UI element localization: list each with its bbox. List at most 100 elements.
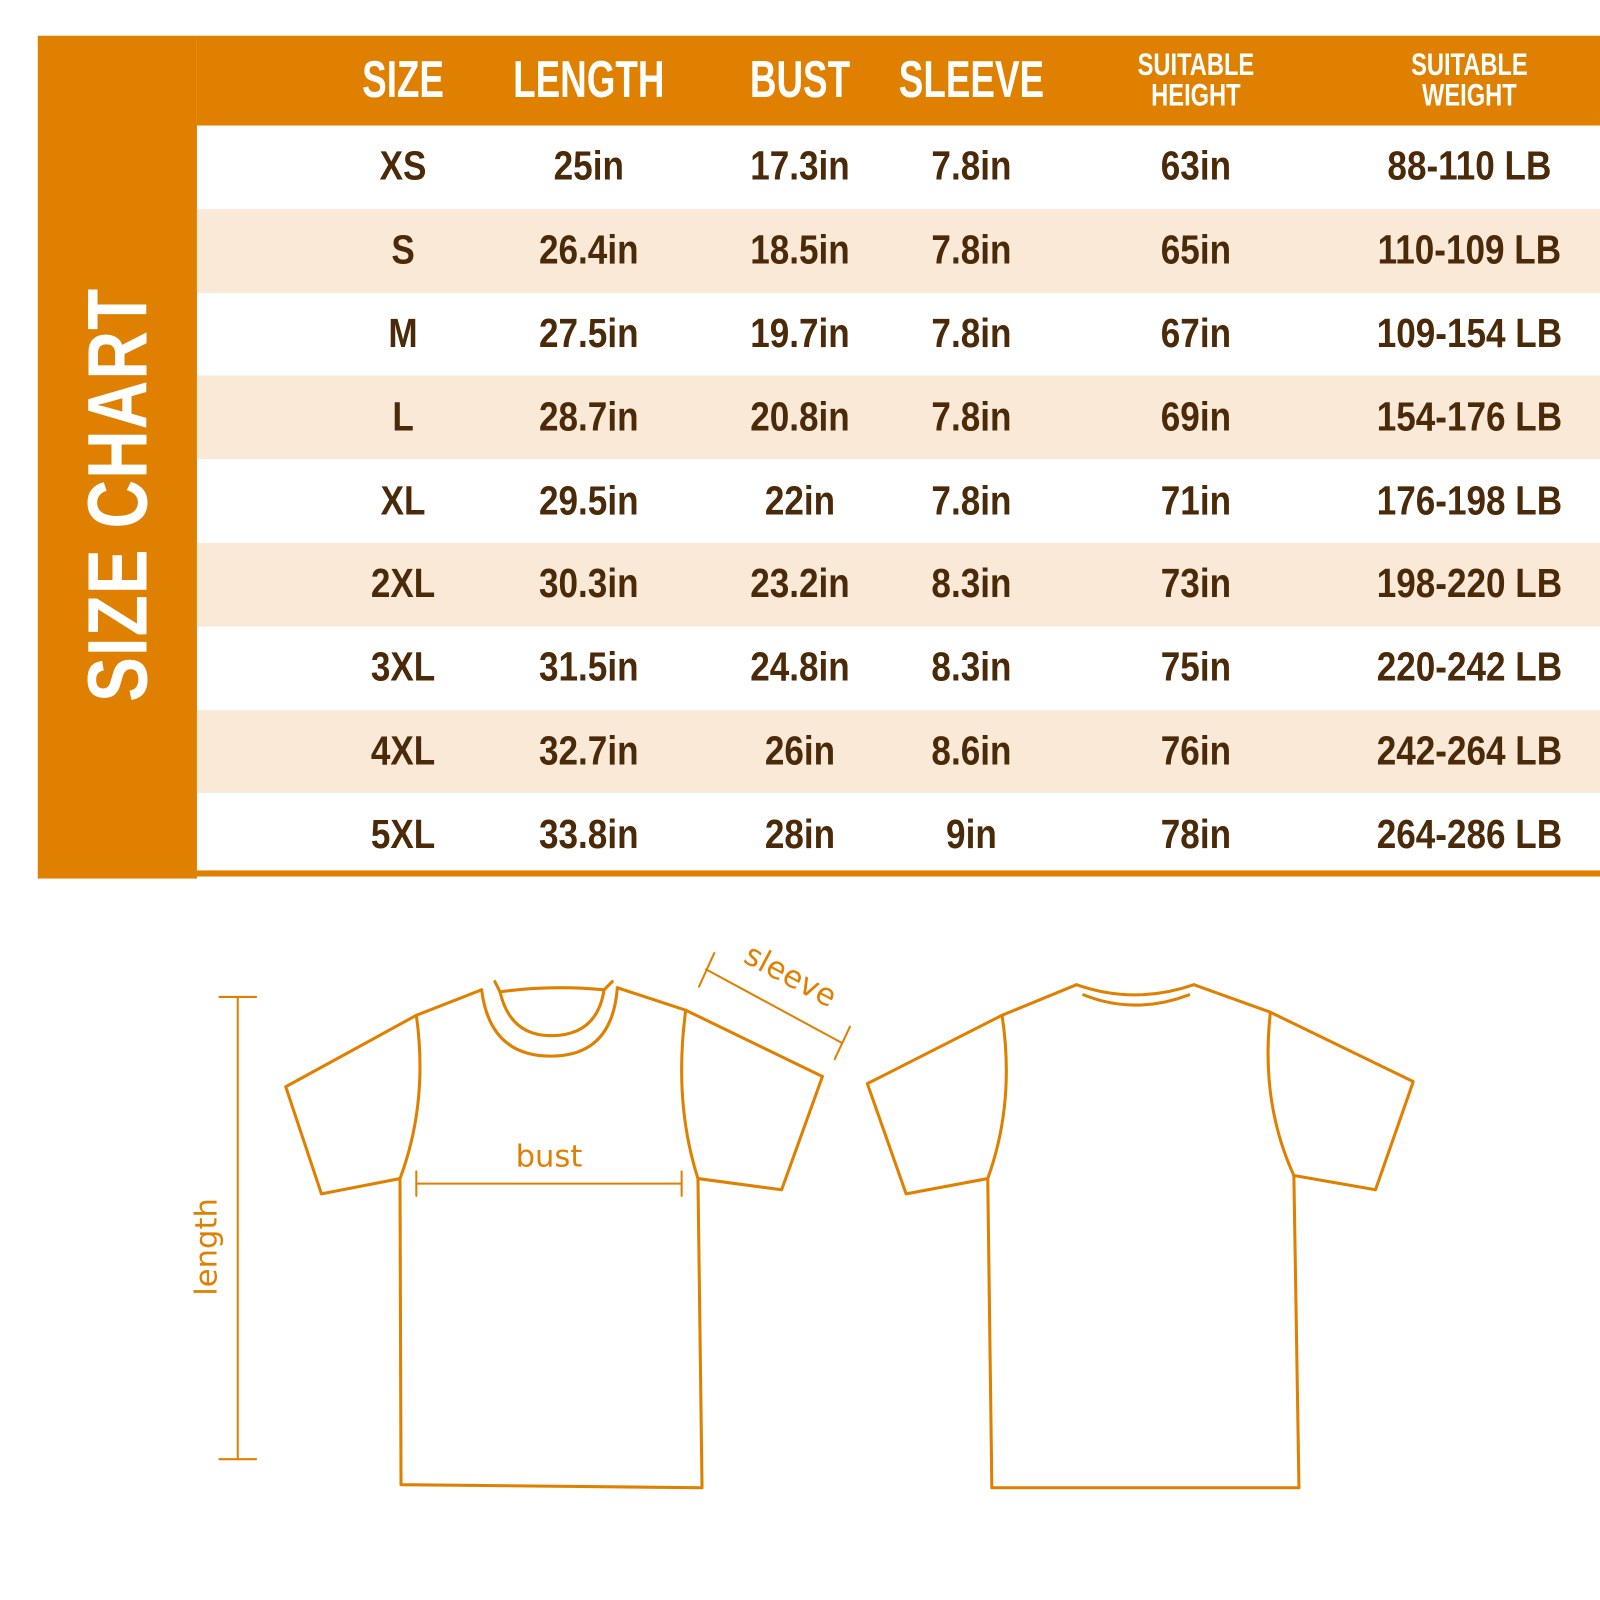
cell-value: L [392, 394, 414, 440]
size-chart-sidebar: SIZE CHART [37, 35, 197, 879]
table-cell: 78in [1155, 793, 1237, 876]
cell-value: 110-109 LB [1377, 227, 1562, 273]
table-cell: 242-264 LB [1362, 710, 1578, 793]
table-row: 5XL 33.8in 28in 9in 78in 264-286 LB [197, 793, 1600, 876]
table-cell: 31.5in [531, 626, 647, 709]
column-header-text: WEIGHT [1422, 78, 1517, 114]
cell-value: 7.8in [931, 227, 1012, 273]
cell-value: 17.3in [750, 144, 850, 190]
length-measure-line [218, 995, 258, 1461]
table-cell: 73in [1155, 543, 1237, 626]
cell-value: 8.6in [931, 728, 1012, 774]
table-cell: 27.5in [531, 292, 647, 375]
table-cell: 17.3in [742, 126, 858, 209]
table-cell: 8.6in [925, 710, 1018, 793]
cell-value: M [388, 311, 418, 357]
cell-value: 27.5in [539, 311, 639, 357]
table-cell: 7.8in [925, 126, 1018, 209]
table-cell: 7.8in [925, 459, 1018, 542]
bust-measure-line [415, 1170, 683, 1197]
cell-value: 8.3in [931, 645, 1012, 690]
length-label: length [189, 1198, 224, 1296]
table-cell: M [386, 292, 420, 375]
table-cell: 110-109 LB [1363, 209, 1576, 292]
cell-value: 67in [1160, 311, 1232, 357]
table-cell: 176-198 LB [1362, 459, 1578, 542]
column-header-text: HEIGHT [1151, 78, 1241, 114]
column-header-text: LENGTH [513, 51, 665, 109]
table-cell: 76in [1155, 710, 1237, 793]
cell-value: 3XL [370, 645, 436, 690]
table-cell: 30.3in [531, 543, 647, 626]
table-cell: S [389, 209, 416, 292]
cell-value: 4XL [370, 728, 436, 774]
cell-value: 63in [1160, 144, 1232, 190]
cell-value: 73in [1160, 561, 1232, 607]
cell-value: 26in [764, 728, 836, 774]
table-cell: 63in [1155, 126, 1237, 209]
table-cell: 8.3in [925, 626, 1018, 709]
cell-value: 29.5in [539, 478, 639, 524]
table-cell: 28.7in [531, 376, 647, 459]
tshirt-front-icon [284, 980, 824, 1490]
cell-value: 20.8in [750, 394, 850, 440]
table-body: XS 25in 17.3in 7.8in 63in 88-110 LB S 26.4in 18.… [196, 126, 1600, 877]
table-cell: 75in [1155, 626, 1237, 709]
cell-value: 33.8in [539, 811, 639, 857]
cell-value: 28in [764, 811, 836, 857]
table-cell: 7.8in [925, 292, 1018, 375]
cell-value: 28.7in [539, 394, 639, 440]
cell-value: 242-264 LB [1376, 728, 1563, 774]
cell-value: XS [379, 144, 427, 190]
bust-label: bust [516, 1139, 583, 1174]
table-bottom-border [196, 870, 1600, 877]
cell-value: 176-198 LB [1376, 478, 1563, 524]
column-header: SLEEVE [883, 36, 1060, 126]
table-cell: 18.5in [742, 209, 858, 292]
table-cell: 71in [1155, 459, 1237, 542]
cell-value: 7.8in [931, 144, 1012, 190]
table-cell: 220-242 LB [1362, 626, 1578, 709]
cell-value: 22in [764, 478, 836, 524]
table-cell: 8.3in [925, 543, 1018, 626]
table-cell: 25in [548, 126, 630, 209]
table-row: S 26.4in 18.5in 7.8in 65in 110-109 LB [196, 208, 1600, 293]
cell-value: 71in [1160, 478, 1232, 524]
cell-value: 8.3in [931, 561, 1012, 607]
cell-value: 69in [1160, 394, 1232, 440]
table-cell: XL [377, 459, 429, 542]
table-cell: 154-176 LB [1362, 376, 1578, 459]
table-cell: 26in [759, 710, 841, 793]
table-cell: 23.2in [742, 543, 858, 626]
column-header-text: SIZE [362, 51, 444, 109]
table-cell: 67in [1155, 292, 1237, 375]
table-cell: 109-154 LB [1362, 292, 1578, 375]
column-header: SIZE [353, 36, 453, 126]
cell-value: 30.3in [539, 561, 639, 607]
table-cell: 7.8in [925, 209, 1018, 292]
cell-value: 264-286 LB [1376, 811, 1563, 857]
column-header-text: SLEEVE [898, 51, 1045, 109]
table-cell: 198-220 LB [1362, 543, 1578, 626]
cell-value: 109-154 LB [1376, 311, 1563, 357]
column-header-text: SUITABLE [1411, 48, 1528, 83]
table-cell: 26.4in [531, 209, 647, 292]
table-row: M 27.5in 19.7in 7.8in 67in 109-154 LB [197, 292, 1600, 375]
cell-value: 78in [1160, 811, 1232, 857]
table-cell: 69in [1155, 376, 1237, 459]
cell-value: 9in [946, 811, 997, 857]
cell-value: XL [380, 478, 426, 524]
cell-value: 19.7in [750, 311, 850, 357]
cell-value: 18.5in [750, 227, 850, 273]
table-cell: 20.8in [742, 376, 858, 459]
cell-value: 26.4in [539, 227, 639, 273]
table-cell: XS [376, 126, 430, 209]
cell-value: 7.8in [931, 394, 1012, 440]
table-cell: 88-110 LB [1374, 126, 1565, 209]
cell-value: S [391, 227, 415, 273]
cell-value: 88-110 LB [1387, 144, 1552, 190]
column-header: LENGTH [496, 36, 681, 126]
table-cell: 2XL [366, 543, 441, 626]
cell-value: 75in [1160, 645, 1232, 690]
